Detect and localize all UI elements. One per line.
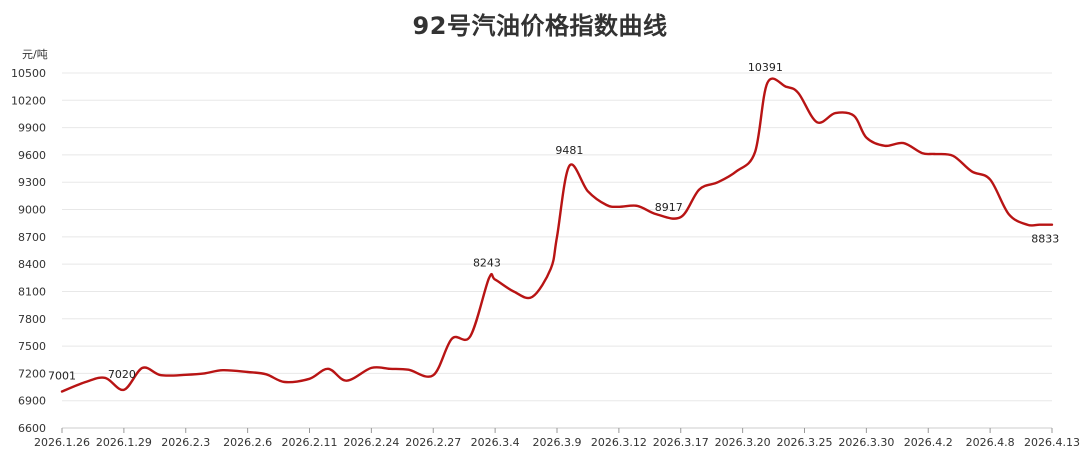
data-label: 8243	[473, 256, 501, 269]
x-tick-label: 2026.1.29	[96, 436, 152, 449]
x-tick-label: 2026.4.2	[904, 436, 953, 449]
x-tick-label: 2026.3.25	[777, 436, 833, 449]
x-tick-label: 2026.2.3	[161, 436, 210, 449]
y-tick-label: 7200	[18, 367, 46, 380]
data-label: 7001	[48, 369, 76, 382]
x-tick-label: 2026.3.9	[533, 436, 582, 449]
y-tick-label: 6600	[18, 422, 46, 435]
data-label: 7020	[108, 368, 136, 381]
y-tick-label: 10200	[11, 94, 46, 107]
x-tick-label: 2026.4.13	[1024, 436, 1080, 449]
x-tick-label: 2026.3.30	[838, 436, 894, 449]
y-tick-label: 6900	[18, 395, 46, 408]
x-tick-label: 2026.2.24	[343, 436, 399, 449]
x-tick-label: 2026.2.11	[282, 436, 338, 449]
x-tick-label: 2026.2.6	[223, 436, 272, 449]
y-tick-label: 8100	[18, 285, 46, 298]
x-tick-label: 2026.3.17	[653, 436, 709, 449]
chart-title: 92号汽油价格指数曲线	[412, 12, 668, 40]
x-tick-label: 2026.3.12	[591, 436, 647, 449]
y-tick-label: 9900	[18, 122, 46, 135]
y-tick-label: 7500	[18, 340, 46, 353]
y-tick-label: 8700	[18, 231, 46, 244]
x-tick-label: 2026.3.4	[471, 436, 520, 449]
y-tick-label: 7800	[18, 313, 46, 326]
x-tick-label: 2026.3.20	[715, 436, 771, 449]
price-index-series-line	[60, 77, 1054, 393]
y-tick-label: 10500	[11, 67, 46, 80]
data-label: 8917	[655, 201, 683, 214]
y-tick-label: 8400	[18, 258, 46, 271]
y-tick-label: 9600	[18, 149, 46, 162]
y-axis-unit: 元/吨	[22, 48, 48, 61]
x-tick-label: 2026.2.27	[405, 436, 461, 449]
y-tick-label: 9000	[18, 204, 46, 217]
data-label: 8833	[1031, 233, 1059, 246]
x-tick-label: 2026.1.26	[34, 436, 90, 449]
y-tick-label: 9300	[18, 176, 46, 189]
data-label: 10391	[748, 61, 783, 74]
x-tick-label: 2026.4.8	[966, 436, 1015, 449]
data-label: 9481	[555, 144, 583, 157]
